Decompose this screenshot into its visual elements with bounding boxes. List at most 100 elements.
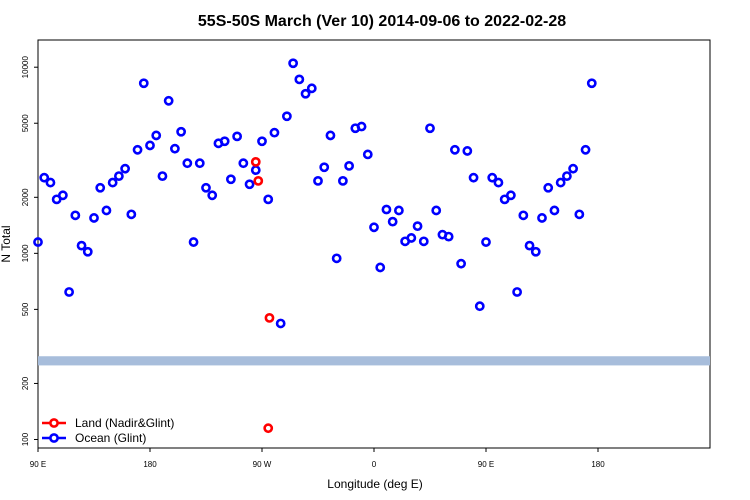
ocean-point — [418, 236, 429, 247]
x-tick-label: 180 — [591, 460, 605, 469]
data-points — [33, 58, 597, 434]
ocean-point — [263, 194, 274, 205]
land-point — [264, 312, 275, 323]
x-tick-label: 90 W — [253, 460, 272, 469]
ocean-point — [257, 136, 267, 147]
ocean-point — [238, 158, 249, 169]
ocean-point — [381, 204, 392, 215]
land-point — [253, 176, 264, 186]
ocean-point — [169, 143, 180, 154]
ocean-point — [462, 146, 473, 156]
ocean-point — [45, 177, 56, 188]
ocean-point — [425, 123, 435, 134]
land-point — [250, 156, 261, 167]
chart-title: 55S-50S March (Ver 10) 2014-09-06 to 202… — [198, 13, 566, 30]
y-tick-label: 500 — [21, 302, 30, 316]
ocean-point — [70, 210, 81, 221]
ocean-point — [39, 172, 50, 183]
ocean-point — [101, 205, 112, 216]
ocean-point — [313, 176, 323, 186]
ocean-point — [549, 205, 560, 216]
x-axis: 90 E 180 90 W 0 90 E 180 — [30, 448, 605, 469]
y-tick-label: 200 — [21, 376, 30, 390]
ocean-point — [269, 127, 280, 138]
ocean-point — [225, 174, 236, 185]
ocean-point — [294, 74, 305, 85]
ocean-point — [89, 213, 99, 223]
legend: Land (Nadir&Glint)Ocean (Glint) — [42, 416, 174, 445]
ocean-point — [219, 136, 230, 147]
ocean-point — [524, 240, 535, 251]
ocean-point — [82, 246, 93, 257]
ocean-point — [288, 58, 299, 69]
ocean-point — [319, 162, 330, 173]
y-axis-label: N Total — [0, 225, 13, 262]
ocean-point — [344, 160, 355, 171]
ocean-point — [443, 231, 454, 242]
reference-band — [38, 356, 710, 366]
ocean-point — [325, 130, 336, 141]
ocean-point — [145, 140, 155, 151]
ocean-point — [163, 95, 174, 106]
ocean-point — [387, 216, 398, 227]
ocean-point — [95, 182, 106, 193]
ocean-point — [151, 130, 162, 141]
x-tick-label: 180 — [143, 460, 157, 469]
ocean-point — [574, 209, 585, 220]
y-tick-label: 10000 — [21, 56, 30, 79]
ocean-point — [201, 182, 211, 193]
legend-label: Ocean (Glint) — [75, 431, 146, 445]
x-tick-label: 90 E — [478, 460, 494, 469]
x-axis-label: Longitude (deg E) — [327, 477, 422, 491]
ocean-point — [375, 262, 386, 273]
ocean-point — [505, 190, 516, 201]
legend-label: Land (Nadir&Glint) — [75, 416, 174, 430]
ocean-point — [33, 237, 43, 247]
ocean-point — [474, 301, 485, 312]
ocean-point — [138, 78, 149, 89]
legend-marker — [49, 433, 59, 443]
ocean-point — [412, 221, 423, 232]
ocean-point — [406, 233, 417, 243]
ocean-point — [126, 209, 137, 220]
ocean-point — [362, 149, 373, 160]
ocean-point — [57, 190, 68, 201]
ocean-point — [568, 163, 579, 174]
y-axis: 100 200 500 1000 2000 5000 10000 — [21, 56, 38, 446]
ocean-point — [176, 126, 187, 137]
y-tick-label: 100 — [21, 432, 30, 446]
ocean-point — [561, 171, 572, 181]
ocean-point — [107, 177, 118, 188]
ocean-point — [468, 172, 479, 183]
ocean-point — [493, 177, 504, 188]
ocean-point — [537, 213, 547, 223]
ocean-point — [275, 318, 286, 329]
ocean-point — [281, 111, 292, 122]
ocean-point — [207, 190, 218, 201]
ocean-point — [518, 210, 529, 221]
ocean-point — [580, 144, 591, 155]
ocean-point — [244, 179, 255, 190]
band-rect — [38, 356, 710, 366]
ocean-point — [250, 165, 261, 176]
ocean-point — [337, 176, 348, 186]
y-tick-label: 1000 — [21, 244, 30, 262]
ocean-point — [369, 222, 379, 233]
ocean-point — [512, 287, 523, 297]
y-tick-label: 5000 — [21, 114, 30, 132]
ocean-point — [182, 158, 193, 169]
ocean-point — [393, 205, 404, 216]
ocean-point — [113, 171, 124, 181]
ocean-point — [586, 78, 597, 89]
ocean-point — [300, 88, 311, 99]
ocean-point — [64, 287, 75, 297]
ocean-point — [188, 237, 199, 247]
ocean-point — [194, 158, 205, 169]
ocean-point — [555, 177, 566, 188]
ocean-point — [530, 246, 541, 257]
ocean-point — [306, 83, 317, 94]
ocean-point — [120, 163, 131, 174]
x-tick-label: 0 — [372, 460, 377, 469]
land-point — [263, 423, 274, 434]
